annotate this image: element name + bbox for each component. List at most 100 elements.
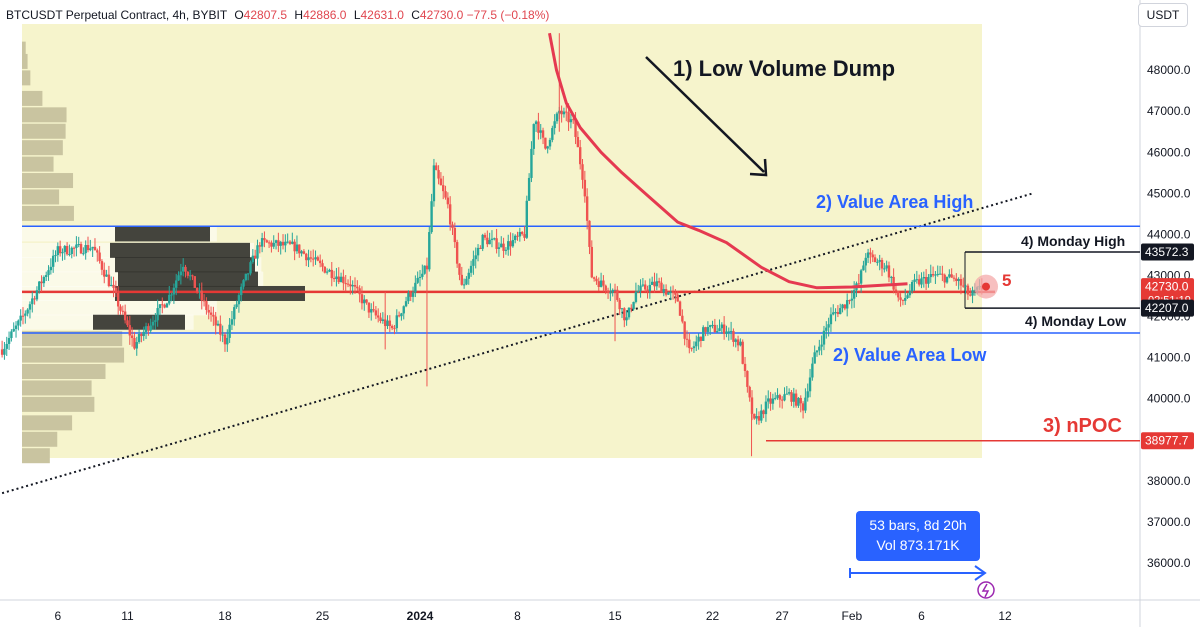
candle-body (938, 273, 942, 275)
candle-body (827, 324, 830, 328)
candle-body (267, 242, 271, 244)
candle-body (606, 290, 610, 293)
candle-body (931, 274, 935, 276)
candle-body (657, 281, 661, 283)
candle-body (653, 281, 656, 287)
candle-body (630, 307, 633, 310)
candle-body (274, 240, 278, 243)
price-tick-label: 46000.0 (1147, 145, 1191, 159)
candle-body (699, 336, 703, 341)
candle-body (453, 227, 457, 243)
candle-body (209, 312, 213, 315)
profile-bar (22, 205, 74, 221)
candle-body (448, 204, 452, 225)
candle-body (792, 393, 795, 402)
candle-body (915, 279, 919, 281)
candle-body (876, 261, 879, 263)
candle-body (523, 234, 526, 238)
profile-bar (22, 347, 125, 363)
candle-body (372, 309, 375, 311)
candle-body (897, 290, 900, 298)
candle-body (400, 313, 403, 317)
candle-body (692, 346, 696, 349)
candle-body (885, 265, 888, 269)
candle-body (19, 315, 22, 321)
candle-body (68, 253, 71, 255)
candle-body (116, 293, 120, 307)
candle-body (511, 240, 515, 247)
candle-body (14, 325, 18, 329)
candle-body (787, 392, 791, 394)
candle-body (711, 324, 714, 326)
profile-bar (22, 431, 58, 447)
candle-body (748, 386, 751, 398)
candle-body (934, 274, 937, 276)
measure-bars: 53 bars, 8d 20h (869, 517, 967, 533)
candle-body (906, 295, 909, 299)
candle-body (857, 283, 860, 285)
candle-body (228, 324, 231, 338)
candle-body (107, 274, 111, 287)
candle-body (172, 287, 176, 295)
candle-body (265, 240, 268, 243)
candle-body (530, 148, 533, 178)
candle-body (941, 273, 944, 275)
candle-body (363, 299, 366, 304)
time-tick-label: 15 (608, 609, 622, 623)
candle-body (230, 319, 234, 325)
candle-body (929, 274, 932, 278)
candle-body (729, 330, 733, 332)
time-tick-label: 11 (121, 609, 134, 623)
candle-body (488, 239, 491, 245)
candle-body (783, 394, 786, 401)
candle-body (12, 328, 15, 332)
profile-bar (22, 415, 73, 431)
candle-body (695, 341, 698, 347)
candle-body (639, 285, 642, 291)
candle-body (581, 164, 584, 180)
candle-body (483, 234, 487, 238)
symbol-header: BTCUSDT Perpetual Contract, 4h, BYBIT O4… (6, 8, 549, 22)
candle-body (188, 275, 192, 277)
price-label-text: 42207.0 (1145, 301, 1189, 315)
candle-body (42, 276, 46, 284)
currency-button[interactable]: USDT (1138, 3, 1188, 27)
candle-body (89, 248, 92, 251)
price-tick-label: 48000.0 (1147, 63, 1191, 77)
candle-body (186, 271, 190, 276)
time-tick-label: 18 (218, 609, 232, 623)
candle-body (969, 294, 972, 296)
candle-body (54, 255, 57, 257)
candle-body (198, 290, 201, 292)
candle-body (100, 261, 104, 270)
candle-body (316, 257, 320, 261)
profile-bar (22, 173, 74, 189)
profile-bar (22, 70, 31, 86)
profile-bar (22, 448, 50, 464)
candle-body (35, 290, 39, 300)
candle-body (920, 278, 923, 285)
candle-body (242, 280, 245, 287)
candle-body (746, 370, 749, 387)
candle-body (458, 263, 461, 275)
candle-body (451, 224, 454, 228)
candle-body (753, 413, 756, 419)
candle-body (110, 284, 113, 287)
candle-body (414, 282, 417, 293)
candle-body (502, 243, 505, 251)
candle-body (442, 185, 445, 192)
candle-body (655, 281, 659, 287)
candle-body (553, 121, 556, 129)
candle-body (191, 275, 194, 277)
candle-body (718, 328, 721, 332)
candle-body (602, 280, 605, 286)
candle-body (302, 251, 306, 254)
candle-body (235, 304, 238, 308)
candle-body (959, 278, 963, 286)
time-tick-label: 6 (918, 609, 925, 623)
candle-body (207, 309, 210, 313)
candle-body (177, 275, 180, 281)
candle-body (390, 325, 394, 329)
candle-body (286, 241, 289, 243)
